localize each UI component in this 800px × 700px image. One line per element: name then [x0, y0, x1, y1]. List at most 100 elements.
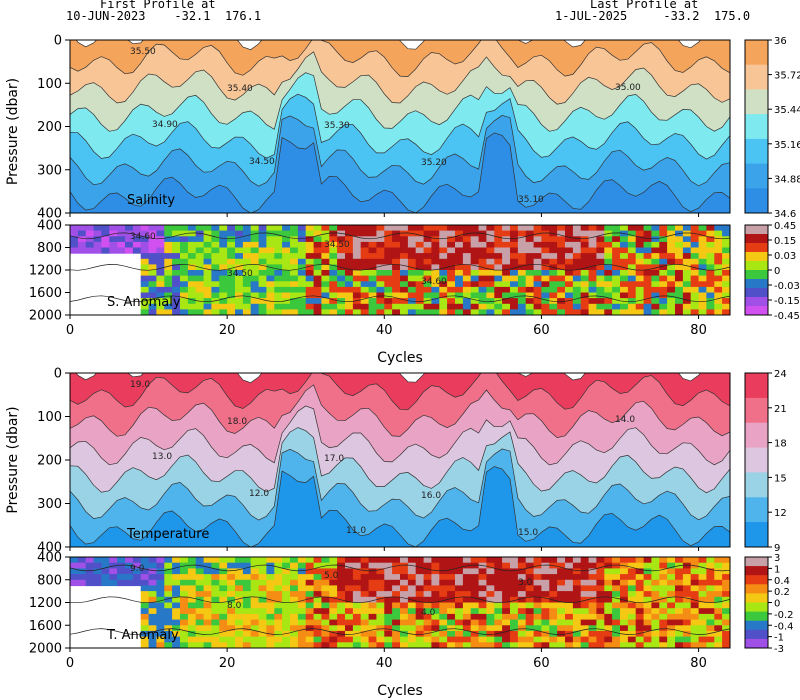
field-cell — [470, 236, 480, 243]
field-cell — [313, 236, 323, 243]
field-cell — [722, 596, 730, 604]
contour-label: 35.20 — [421, 158, 447, 168]
field-cell — [407, 309, 417, 315]
field-cell — [667, 642, 676, 648]
field-cell — [525, 309, 535, 315]
field-cell — [164, 303, 173, 310]
field-cell — [290, 625, 299, 632]
field-cell — [164, 258, 173, 265]
field-cell — [604, 602, 613, 609]
field-cell — [659, 241, 668, 249]
field-cell — [525, 625, 535, 632]
field-cell — [274, 264, 283, 271]
field-cell — [588, 286, 598, 294]
field-cell — [635, 286, 645, 294]
field-cell — [384, 225, 393, 232]
field-cell — [423, 619, 433, 626]
field-cell — [156, 557, 165, 564]
field-cell — [714, 585, 723, 592]
field-cell — [675, 613, 684, 621]
field-cell — [706, 225, 715, 232]
field-cell — [290, 557, 299, 564]
field-cell — [250, 247, 260, 254]
contour-label: 35.40 — [227, 84, 253, 94]
field-cell — [85, 568, 95, 575]
field-cell — [588, 236, 598, 243]
field-cell — [675, 270, 684, 277]
field-cell — [282, 264, 291, 271]
field-cell — [682, 303, 692, 310]
field-cell — [675, 608, 684, 615]
field-cell — [580, 630, 590, 638]
field-cell — [690, 602, 700, 609]
field-cell — [227, 236, 236, 243]
contour-label: 5.0 — [324, 571, 339, 581]
field-cell — [140, 281, 150, 288]
field-cell — [290, 574, 299, 581]
field-cell — [572, 608, 582, 615]
field-cell — [250, 270, 260, 277]
field-cell — [337, 619, 346, 626]
field-cell — [360, 230, 370, 237]
field-cell — [156, 236, 165, 243]
field-cell — [407, 574, 417, 581]
field-cell — [219, 303, 228, 310]
field-cell — [250, 303, 260, 310]
field-cell — [510, 619, 519, 626]
field-cell — [423, 591, 433, 598]
field-cell — [376, 298, 385, 305]
field-cell — [612, 596, 621, 604]
field-cell — [651, 613, 660, 621]
field-cell — [494, 608, 503, 615]
field-cell — [431, 642, 440, 648]
field-cell — [533, 591, 543, 598]
field-cell — [431, 602, 440, 609]
field-cell — [549, 292, 558, 299]
field-cell — [313, 579, 323, 587]
field-cell — [541, 258, 550, 265]
field-cell — [627, 636, 637, 643]
field-cell — [211, 298, 220, 305]
field-cell — [502, 275, 511, 282]
field-cell — [313, 613, 323, 621]
field-cell — [572, 625, 582, 632]
field-cell — [235, 625, 244, 632]
field-cell — [203, 270, 213, 277]
field-cell — [439, 630, 448, 638]
field-cell — [541, 636, 550, 643]
field-cell — [572, 247, 582, 254]
field-cell — [706, 292, 715, 299]
field-cell — [329, 292, 338, 299]
field-cell — [360, 241, 370, 249]
field-cell — [156, 270, 165, 277]
field-cell — [227, 275, 236, 282]
field-cell — [557, 275, 566, 282]
field-cell — [352, 281, 362, 288]
field-cell — [85, 579, 95, 587]
field-cell — [407, 579, 417, 587]
field-cell — [565, 630, 574, 638]
field-cell — [462, 602, 472, 609]
field-cell — [180, 574, 189, 581]
field-cell — [93, 236, 103, 243]
field-cell — [352, 236, 362, 243]
field-cell — [140, 225, 150, 232]
field-cell — [337, 636, 346, 643]
field-cell — [392, 281, 401, 288]
field-cell — [698, 303, 708, 310]
field-cell — [651, 303, 660, 310]
field-cell — [651, 286, 660, 294]
field-cell — [533, 642, 543, 648]
field-cell — [297, 585, 307, 592]
field-cell — [211, 619, 220, 626]
field-cell — [651, 562, 660, 569]
field-cell — [478, 303, 488, 310]
x-tick-label: 60 — [533, 323, 550, 338]
field-cell — [93, 230, 103, 237]
field-cell — [211, 281, 220, 288]
field-cell — [266, 613, 275, 621]
field-cell — [203, 574, 213, 581]
field-cell — [392, 258, 401, 265]
field-cell — [565, 596, 574, 604]
